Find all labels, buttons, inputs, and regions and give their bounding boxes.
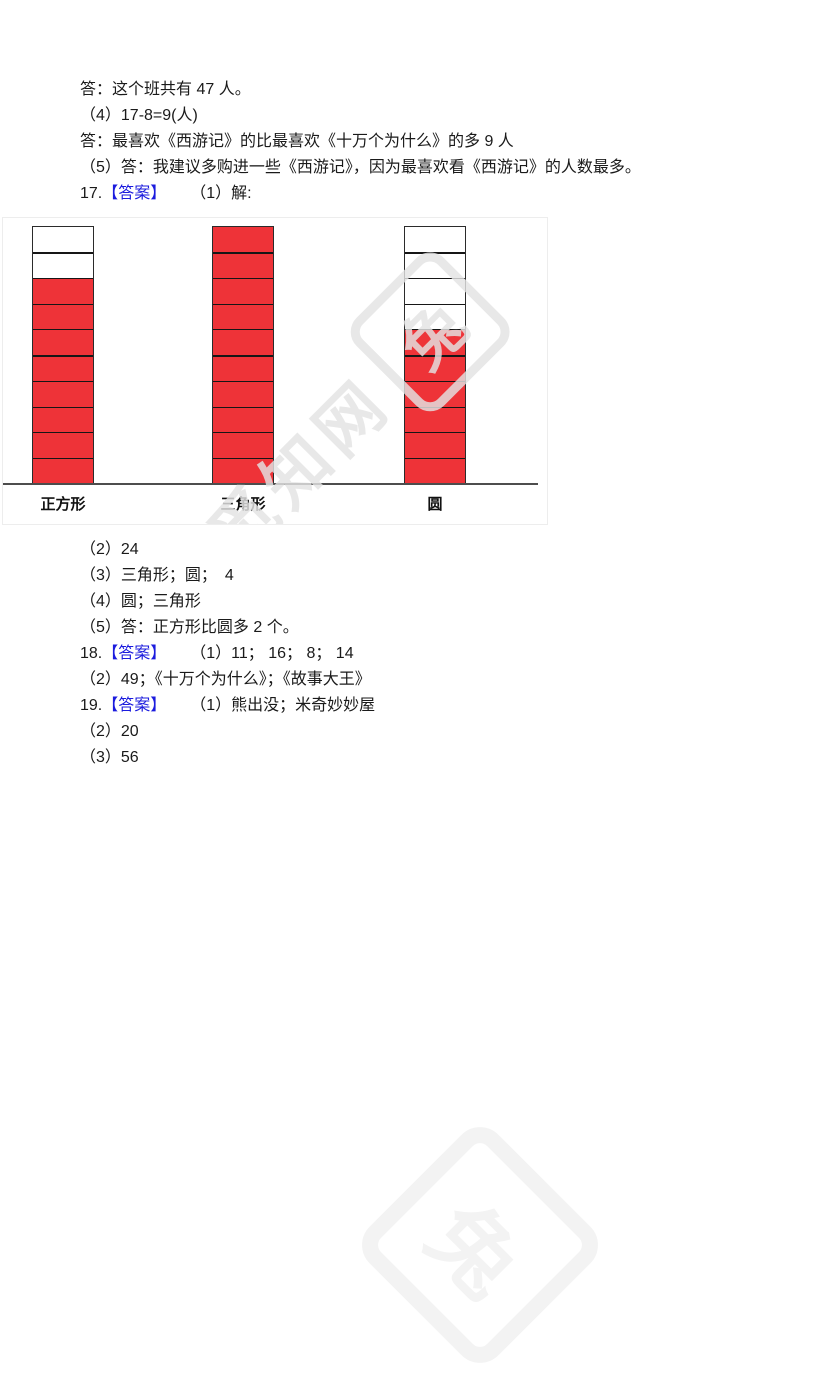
unit-cell-filled — [405, 330, 465, 357]
unit-cell-empty — [405, 305, 465, 330]
unit-cell-filled — [405, 407, 465, 433]
chart-image: 正方形 三角形圆 觅知网 兔 — [2, 217, 548, 525]
answer-text: （5）答：我建议多购进一些《西游记》，因为最喜欢看《西游记》的人数最多。 — [80, 159, 641, 176]
unit-cell-filled — [33, 382, 93, 408]
answers-bottom-block: （2）24 （3）三角形；圆； 4 （4）圆；三角形 （5）答：正方形比圆多 2 个。… — [0, 537, 830, 771]
unit-cell-filled — [213, 253, 273, 279]
answer-line: （2）49；《十万个为什么》；《故事大王》 — [80, 667, 830, 693]
answer-line: （2）24 — [80, 537, 830, 563]
question-number: 18. — [80, 645, 103, 662]
answer-line: 19.【答案】 （1）熊出没；米奇妙妙屋 — [80, 693, 830, 719]
category-label: 圆 — [427, 496, 443, 513]
category-label: 三角形 — [220, 496, 266, 513]
unit-cell-filled — [33, 279, 93, 305]
unit-cell-filled — [213, 382, 273, 408]
answer-text: （4）17-8=9(人) — [80, 107, 198, 124]
unit-cell-filled — [33, 458, 93, 483]
answer-line: （4）圆；三角形 — [80, 589, 830, 615]
answer-text: （2）20 — [80, 723, 139, 740]
page-bottom-watermark: 兔 — [351, 1116, 609, 1374]
answer-text: （1）熊出没；米奇妙妙屋 — [190, 697, 376, 714]
answer-line: （5）答：我建议多购进一些《西游记》，因为最喜欢看《西游记》的人数最多。 — [80, 155, 830, 181]
unit-cell-filled — [405, 356, 465, 382]
answer-badge: 【答案】 — [102, 697, 167, 714]
unit-cell-filled — [213, 458, 273, 483]
answer-text: （3）三角形；圆； 4 — [80, 567, 234, 584]
unit-cell-filled — [213, 407, 273, 433]
answer-line: （4）17-8=9(人) — [80, 103, 830, 129]
answer-line: 答：这个班共有 47 人。 — [80, 77, 830, 103]
unit-cell-empty — [33, 254, 93, 279]
answer-line: （5）答：正方形比圆多 2 个。 — [80, 615, 830, 641]
bar-column — [32, 226, 94, 484]
unit-cell-filled — [33, 330, 93, 357]
answers-top-block: 答：这个班共有 47 人。 （4）17-8=9(人) 答：最喜欢《西游记》的比最喜欢… — [0, 0, 830, 207]
unit-cell-filled — [213, 330, 273, 357]
bar-column — [212, 226, 274, 484]
answer-text: （2）49；《十万个为什么》；《故事大王》 — [80, 671, 371, 688]
unit-cell-filled — [213, 356, 273, 382]
question-number: 19. — [80, 697, 103, 714]
answer-line: 17.【答案】 （1）解: — [80, 181, 830, 207]
unit-cell-empty — [33, 227, 93, 254]
answer-text: （1）11； 16； 8； 14 — [190, 645, 354, 662]
unit-cell-filled — [33, 433, 93, 459]
answer-badge: 【答案】 — [102, 645, 167, 662]
answer-line: 18.【答案】 （1）11； 16； 8； 14 — [80, 641, 830, 667]
bar-column — [404, 226, 466, 484]
answer-text: （3）56 — [80, 749, 139, 766]
unit-cell-filled — [213, 227, 273, 254]
unit-cell-filled — [213, 279, 273, 305]
unit-cell-filled — [33, 407, 93, 433]
bottom-watermark-glyph: 兔 — [409, 1186, 539, 1316]
unit-cell-empty — [405, 227, 465, 254]
unit-cell-empty — [405, 254, 465, 279]
category-label: 正方形 — [40, 496, 86, 513]
answer-line: （2）20 — [80, 719, 830, 745]
answer-text: 答：最喜欢《西游记》的比最喜欢《十万个为什么》的多 9 人 — [80, 133, 514, 150]
axis-baseline — [3, 483, 538, 485]
unit-cell-filled — [213, 304, 273, 330]
unit-cell-empty — [405, 279, 465, 305]
unit-cell-filled — [405, 458, 465, 483]
answer-text: （2）24 — [80, 541, 139, 558]
unit-cell-filled — [33, 356, 93, 382]
unit-cell-filled — [213, 433, 273, 459]
unit-cell-filled — [405, 433, 465, 459]
unit-cell-filled — [405, 382, 465, 408]
answer-text: （1）解: — [190, 185, 252, 202]
unit-cell-filled — [33, 304, 93, 330]
answer-text: （5）答：正方形比圆多 2 个。 — [80, 619, 299, 636]
answer-text: 答：这个班共有 47 人。 — [80, 81, 251, 98]
answer-line: 答：最喜欢《西游记》的比最喜欢《十万个为什么》的多 9 人 — [80, 129, 830, 155]
answer-line: （3）三角形；圆； 4 — [80, 563, 830, 589]
question-number: 17. — [80, 185, 103, 202]
answer-badge: 【答案】 — [102, 185, 167, 202]
answer-text: （4）圆；三角形 — [80, 593, 201, 610]
answer-line: （3）56 — [80, 745, 830, 771]
